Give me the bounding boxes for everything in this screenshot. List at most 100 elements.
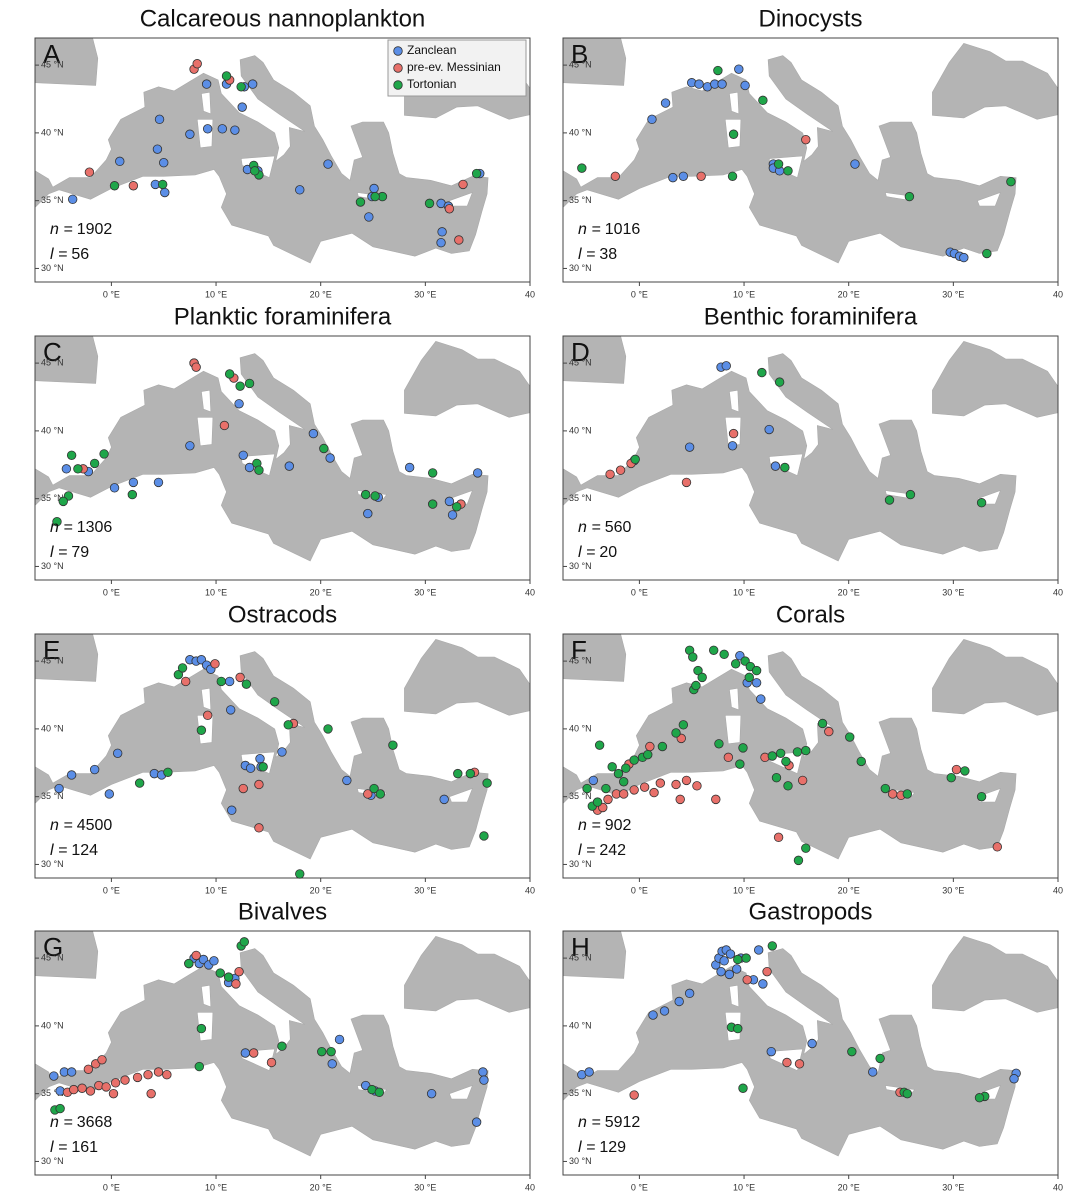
stat-text: l = 56: [50, 246, 89, 263]
stat-value: 79: [71, 544, 89, 561]
x-tick-label: 40: [525, 289, 535, 299]
map: [563, 38, 1058, 282]
sea: [35, 634, 99, 682]
map-frame: [34, 37, 531, 283]
site-point: [223, 972, 234, 982]
site-point: [728, 428, 739, 439]
stat-text: l = 20: [578, 544, 617, 561]
site-point: [621, 763, 631, 773]
site-point: [109, 483, 120, 493]
site-point: [234, 966, 244, 977]
site-point: [426, 1088, 437, 1099]
site-point: [444, 204, 455, 214]
panel-letter: E: [43, 635, 60, 665]
site-point: [370, 191, 380, 202]
site-point: [711, 794, 721, 805]
site-point: [738, 743, 748, 753]
stat-value: 129: [599, 1139, 626, 1156]
site-point: [693, 665, 703, 676]
x-tick-label: 0 °E: [103, 1182, 120, 1192]
site-point: [436, 237, 446, 248]
x-tick-label: 10 °E: [733, 587, 755, 597]
panel-letter: D: [571, 337, 590, 367]
island: [201, 984, 212, 1008]
stat-value: 902: [605, 817, 632, 834]
site-point: [696, 171, 706, 181]
stat-value: 560: [605, 519, 632, 536]
stat-text: n = 560: [578, 519, 631, 536]
island: [201, 687, 212, 711]
site-point: [112, 748, 123, 758]
stat-label: l =: [578, 842, 595, 859]
map-frame: [562, 37, 1059, 283]
y-tick-label: 35 °N: [569, 195, 592, 205]
site-point: [97, 1055, 107, 1065]
x-tick-label: 40: [525, 885, 535, 895]
site-point: [160, 187, 170, 198]
site-point: [196, 725, 207, 735]
x-tick-label: 0 °E: [631, 1182, 648, 1192]
y-tick-label: 40 °N: [569, 425, 592, 435]
site-point: [370, 491, 380, 501]
site-point: [850, 159, 860, 169]
site-point: [946, 772, 956, 783]
site-point: [771, 772, 782, 783]
site-point: [801, 745, 811, 756]
stat-label: n =: [578, 1114, 601, 1131]
site-point: [773, 832, 784, 843]
map: [35, 931, 530, 1175]
site-point: [308, 428, 319, 439]
site-point: [162, 1069, 172, 1080]
site-point: [601, 783, 611, 794]
site-point: [766, 1046, 776, 1057]
map-frame: [34, 633, 531, 879]
site-point: [724, 969, 735, 980]
y-tick-label: 35 °N: [569, 1088, 592, 1098]
stat-text: n = 5912: [578, 1114, 640, 1131]
island: [729, 984, 740, 1008]
site-point: [797, 775, 808, 786]
site-point: [607, 762, 617, 772]
y-tick-label: 45 °N: [41, 357, 64, 367]
site-point: [479, 1075, 489, 1085]
site-point: [605, 469, 615, 479]
site-point: [751, 678, 762, 688]
site-point: [684, 988, 695, 999]
site-point: [479, 831, 489, 841]
sea: [404, 639, 530, 716]
sea: [404, 936, 530, 1013]
island: [977, 191, 1001, 207]
panel-letter: C: [43, 337, 62, 367]
site-point: [83, 1064, 94, 1074]
panel-title: Gastropods: [748, 898, 872, 925]
x-tick-label: 20 °E: [838, 289, 860, 299]
site-point: [807, 1038, 817, 1049]
sea: [563, 336, 627, 384]
y-tick-label: 45 °N: [41, 655, 64, 665]
site-point: [277, 747, 287, 757]
site-point: [875, 1053, 885, 1064]
site-point: [360, 489, 371, 500]
map-panel: Planktic foraminifera C 0 °E 10 °E 20 °E 30 °…: [34, 303, 535, 597]
panel-title: Ostracods: [228, 601, 337, 628]
y-tick-label: 35 °N: [41, 493, 64, 503]
stat-label: l =: [50, 1139, 67, 1156]
site-point: [110, 1078, 121, 1088]
stat-label: n =: [578, 817, 601, 834]
stat-text: l = 38: [578, 246, 617, 263]
site-point: [723, 752, 734, 763]
stat-text: l = 242: [578, 842, 626, 859]
site-point: [717, 79, 727, 89]
map-panel: Dinocysts B 0 °E 10 °E 20 °E 30 °E 40 30 °N 35 °…: [562, 5, 1063, 299]
y-tick-label: 40 °N: [41, 1020, 64, 1030]
stat-value: 1016: [605, 221, 641, 238]
stat-label: l =: [50, 246, 67, 263]
y-tick-label: 30 °N: [41, 263, 64, 273]
site-point: [629, 1090, 639, 1100]
site-point: [363, 508, 373, 519]
site-point: [245, 763, 256, 773]
x-tick-label: 30 °E: [414, 1182, 436, 1192]
site-point: [471, 1117, 482, 1127]
x-tick-label: 0 °E: [103, 587, 120, 597]
y-tick-label: 30 °N: [41, 1156, 64, 1166]
